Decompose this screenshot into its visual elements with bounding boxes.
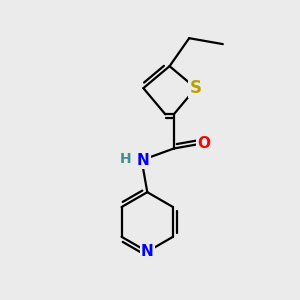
Text: N: N — [141, 244, 154, 259]
Text: H: H — [119, 152, 131, 166]
Text: O: O — [198, 136, 211, 151]
Text: N: N — [137, 153, 149, 168]
Text: S: S — [190, 79, 202, 97]
